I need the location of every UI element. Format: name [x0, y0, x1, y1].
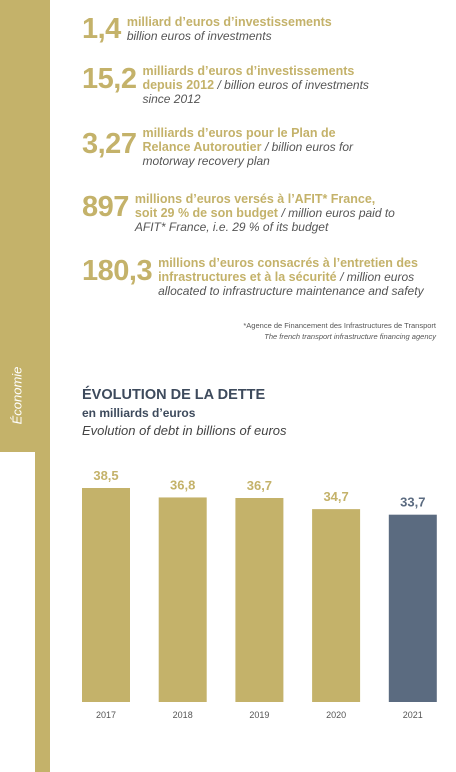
bar	[158, 497, 207, 702]
stat-number: 15,2	[82, 63, 137, 95]
stat-fr: millions d’euros consacrés à l’entretien…	[158, 256, 418, 284]
stat-en: billion euros of investments	[126, 29, 272, 43]
value-label: 38,5	[93, 468, 118, 483]
stat-number: 897	[82, 191, 129, 223]
chart-subtitle-en: Evolution of debt in billions of euros	[82, 423, 287, 438]
footnote-fr: *Agence de Financement des Infrastructur…	[243, 321, 436, 330]
value-label: 34,7	[323, 489, 348, 504]
x-tick-label: 2021	[403, 710, 423, 720]
section-label: Économie	[9, 366, 25, 425]
stat-fr: milliards d’euros pour le Plan de Relanc…	[142, 126, 336, 154]
stat-number: 1,4	[82, 13, 121, 45]
chart: 38,5 2017 36,8 2018 36,7 2019 34,7 2020 33,7 2021	[82, 468, 437, 720]
stat-number: 3,27	[82, 128, 137, 160]
stat-en: / billion euros for motorway recovery pl…	[142, 140, 353, 168]
x-tick-label: 2018	[173, 710, 193, 720]
stat: 180,3 millions d’euros consacrés à l’ent…	[82, 256, 443, 298]
bar	[235, 498, 284, 702]
stat: 897 millions d’euros versés à l’AFIT* Fr…	[82, 192, 395, 234]
stat: 15,2 milliards d’euros d’investissements…	[82, 64, 382, 106]
x-tick-label: 2019	[249, 710, 269, 720]
footnote: *Agence de Financement des Infrastructur…	[243, 320, 436, 342]
bar	[312, 509, 361, 702]
stat-number: 180,3	[82, 255, 153, 287]
stat-en: / million euros paid to AFIT* France, i.…	[134, 206, 395, 234]
value-label: 36,7	[247, 478, 272, 493]
stat-en: / billion euros of investments since 201…	[142, 78, 369, 106]
stat: 3,27 milliards d’euros pour le Plan de R…	[82, 126, 382, 168]
bar	[82, 488, 130, 702]
footnote-en: The french transport infrastructure fina…	[264, 332, 436, 341]
stat-fr: millions d’euros versés à l’AFIT* France…	[134, 192, 376, 220]
stat: 1,4 milliard d’euros d’investissements bi…	[82, 14, 387, 44]
stat-fr: milliards d’euros d’investissements depu…	[142, 64, 355, 92]
stat-en: / million euros allocated to infrastruct…	[158, 270, 424, 298]
side-band	[35, 452, 50, 772]
x-tick-label: 2020	[326, 710, 346, 720]
value-label: 36,8	[170, 477, 195, 492]
x-tick-label: 2017	[96, 710, 116, 720]
chart-title: ÉVOLUTION DE LA DETTE	[82, 387, 266, 403]
chart-subtitle: en milliards d’euros	[82, 406, 196, 420]
value-label: 33,7	[400, 495, 425, 510]
bar	[388, 514, 437, 702]
stat-fr: milliard d’euros d’investissements	[126, 15, 332, 29]
side-band	[0, 0, 50, 452]
